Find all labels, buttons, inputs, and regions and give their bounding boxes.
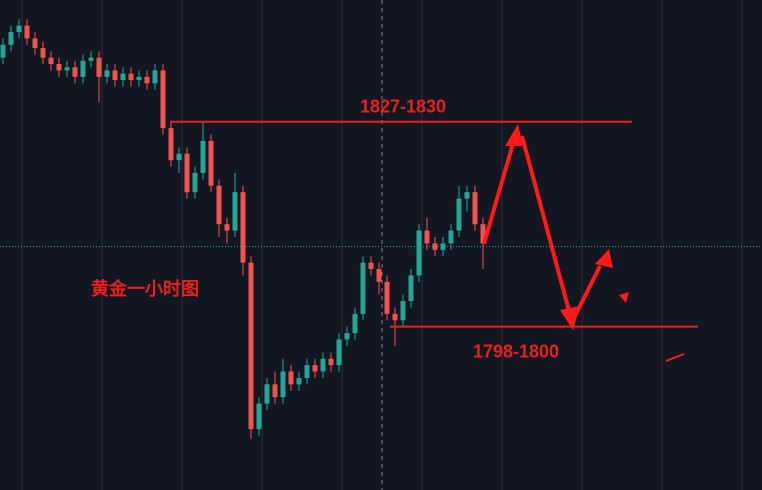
candle-body <box>472 192 478 225</box>
levels: 1827-1830 1798-1800 <box>170 96 698 361</box>
candle-body <box>480 224 486 244</box>
candle-body <box>456 198 462 231</box>
candle-body <box>312 365 318 372</box>
candle-body <box>64 67 70 71</box>
candle-body <box>16 25 22 33</box>
candle-body <box>400 301 406 321</box>
candle-body <box>360 262 366 314</box>
candle-body <box>272 384 278 398</box>
candle-body <box>40 48 46 58</box>
candle-body <box>128 73 134 81</box>
candle-body <box>368 262 374 270</box>
candle-body <box>328 358 334 366</box>
arrowhead <box>595 249 613 268</box>
candle-body <box>112 70 118 81</box>
candle-body <box>408 275 414 302</box>
candle-body <box>224 224 230 231</box>
candle-body <box>448 230 454 244</box>
candle-body <box>96 57 102 77</box>
candle-body <box>424 230 430 244</box>
candle-body <box>184 153 190 193</box>
candle-body <box>176 153 182 161</box>
candle-body <box>240 192 246 263</box>
candle-body <box>160 70 166 129</box>
candle-body <box>8 32 14 45</box>
candle-body <box>200 140 206 173</box>
candle-body <box>88 57 94 61</box>
candle-body <box>192 172 198 193</box>
candle-body <box>136 76 142 81</box>
candle-body <box>280 371 286 398</box>
candle-body <box>416 230 422 276</box>
candle-body <box>440 243 446 250</box>
chart-title: 黄金一小时图 <box>91 278 199 299</box>
level-label: 1827-1830 <box>360 96 446 116</box>
candle-body <box>464 192 470 199</box>
candle-body <box>168 128 174 161</box>
candle-body <box>288 371 294 385</box>
candle-body <box>48 57 54 65</box>
candle-body <box>336 339 342 366</box>
candle-body <box>256 403 262 430</box>
candle-body <box>152 70 158 84</box>
mark <box>619 292 629 303</box>
candle-body <box>320 358 326 372</box>
candle-body <box>304 365 310 378</box>
candle-body <box>296 377 302 385</box>
forecast-arrows <box>482 124 685 362</box>
level-label: 1798-1800 <box>473 341 559 361</box>
candle-body <box>352 313 358 334</box>
candle-body <box>216 185 222 225</box>
candle-body <box>392 313 398 321</box>
candle-body <box>56 64 62 71</box>
candle-body <box>104 70 110 77</box>
candle-body <box>248 262 254 430</box>
candle-body <box>24 25 30 39</box>
arrowhead <box>505 124 523 146</box>
candle-body <box>208 140 214 186</box>
candle-body <box>72 67 78 77</box>
candle-body <box>384 281 390 314</box>
candle-body <box>344 333 350 340</box>
candle-body <box>144 76 150 84</box>
candle-body <box>0 44 6 58</box>
candle-body <box>32 38 38 49</box>
candle-body <box>264 384 270 404</box>
candle-body <box>376 269 382 282</box>
mark <box>665 353 685 362</box>
arrowhead <box>560 306 580 330</box>
candles <box>0 19 486 439</box>
time-grid <box>21 0 743 490</box>
candle-body <box>232 192 238 231</box>
candle-body <box>120 73 126 81</box>
candle-body <box>80 60 86 77</box>
arrow-up <box>482 139 516 245</box>
